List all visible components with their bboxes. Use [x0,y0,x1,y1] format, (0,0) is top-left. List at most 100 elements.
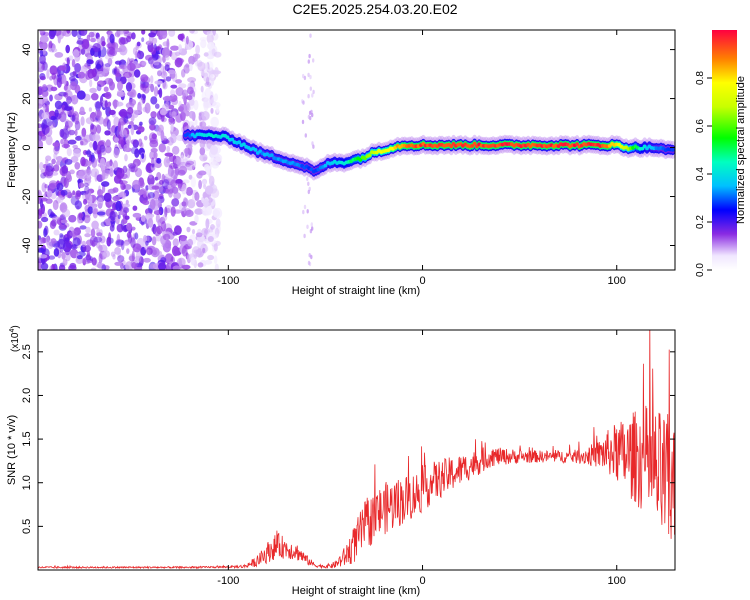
noise-speck [53,248,60,257]
noise-speck [148,117,157,126]
noise-speck [205,60,214,72]
noise-speck [39,254,48,259]
noise-speck [192,57,197,63]
noise-speck [148,83,153,89]
noise-speck [151,133,157,140]
noise-speck [39,162,44,171]
noise-speck [92,42,101,53]
colorbar-tick-label: 0.8 [695,71,706,85]
noise-speck [59,224,67,230]
noise-speck [146,40,152,46]
noise-speck [78,182,85,188]
noise-speck [145,208,153,216]
noise-speck [38,78,41,84]
noise-speck [172,182,176,192]
noise-speck [92,206,97,215]
noise-speck [190,177,196,188]
noise-speck [125,133,132,145]
noise-speck [167,104,175,110]
noise-speck [87,206,94,215]
colorbar-label: Normalized spectral amplitude [735,76,747,224]
noise-speck [199,121,203,127]
noise-speck [152,249,157,256]
noise-speck [45,165,54,177]
noise-speck [187,77,197,83]
noise-speck [193,249,200,254]
noise-speck [51,158,56,165]
noise-speck [128,255,135,262]
noise-speck [301,119,305,125]
noise-speck [169,111,176,116]
noise-speck [38,208,43,216]
noise-speck [154,80,163,85]
noise-speck [81,240,87,248]
noise-speck [175,87,184,97]
noise-speck [119,128,128,138]
noise-speck [178,44,183,54]
noise-speck [207,197,213,203]
noise-speck [147,194,151,200]
noise-speck [54,109,59,118]
noise-speck [48,47,58,53]
noise-speck [159,179,164,185]
noise-speck [311,226,314,231]
noise-speck [307,114,311,120]
noise-speck [74,120,81,131]
noise-speck [165,76,172,82]
noise-speck [149,150,156,160]
noise-speck [142,106,148,113]
x-tick-label: 0 [419,275,425,287]
snr-x-label: Height of straight line (km) [292,585,420,597]
noise-speck [38,123,42,128]
noise-speck [185,186,193,196]
noise-speck [78,213,83,221]
noise-speck [97,197,104,208]
noise-speck [71,94,79,105]
noise-speck [90,168,100,178]
ridge-core [367,153,372,158]
noise-speck [127,91,134,97]
noise-speck [66,30,71,34]
x-tick-label: -100 [217,275,239,287]
noise-speck [146,162,153,172]
noise-speck [214,67,219,78]
noise-speck [134,69,141,78]
noise-speck [155,213,160,223]
ridge-core [323,163,328,168]
noise-speck [207,42,215,50]
noise-speck [106,46,116,57]
noise-speck [194,53,199,62]
noise-speck [155,103,160,109]
noise-speck [306,176,309,182]
noise-speck [81,127,87,138]
noise-speck [101,41,106,47]
noise-speck [91,257,97,266]
noise-speck [89,142,93,148]
noise-speck [52,199,59,211]
noise-speck [60,128,70,140]
noise-speck [42,84,47,91]
noise-speck [85,254,92,261]
noise-speck [51,72,57,80]
noise-speck [170,45,180,51]
ridge-core [253,148,258,152]
noise-speck [212,101,221,109]
noise-speck [68,265,77,270]
noise-speck [169,162,178,170]
noise-speck [151,163,155,168]
noise-speck [112,202,117,211]
noise-speck [39,35,49,43]
spectrogram-frame [37,29,676,271]
noise-speck [117,214,121,220]
noise-speck [152,190,160,200]
ridge-core [472,141,477,146]
y-tick-label: 0.5 [21,519,33,534]
noise-speck [119,108,128,118]
noise-speck [54,100,63,110]
noise-speck [126,248,130,255]
noise-speck [210,224,215,230]
noise-speck [117,80,123,91]
noise-speck [71,114,75,123]
noise-speck [88,107,92,112]
noise-speck [39,43,48,49]
